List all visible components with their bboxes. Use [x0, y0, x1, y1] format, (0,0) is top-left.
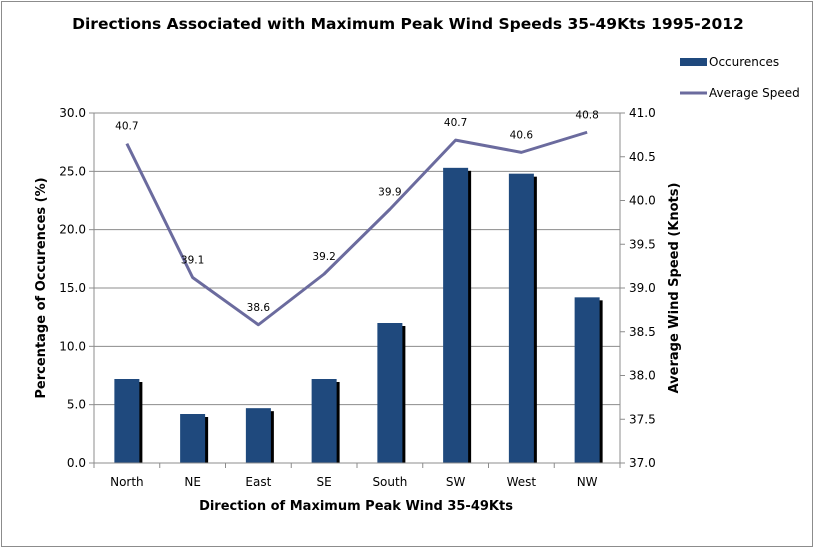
x-axis-title: Direction of Maximum Peak Wind 35-49Kts: [199, 499, 513, 514]
average-speed-line: [125, 130, 588, 327]
y2-tick-label: 40.5: [629, 150, 656, 164]
data-label: 39.9: [378, 186, 401, 198]
y2-tick-label: 39.5: [629, 237, 656, 251]
bar-se: [311, 379, 337, 463]
bar-series: [114, 167, 603, 464]
y2-axis-title: Average Wind Speed (Knots): [667, 183, 682, 394]
legend-label-average-speed: Average Speed: [709, 86, 800, 100]
y-tick-label: 20.0: [59, 223, 86, 237]
y2-tick-label: 37.5: [629, 412, 656, 426]
data-label: 40.6: [510, 129, 534, 141]
chart-title: Directions Associated with Maximum Peak …: [72, 15, 744, 33]
x-tick-label: South: [372, 475, 407, 489]
y2-tick-label: 39.0: [629, 281, 656, 295]
tick-labels: 0.0 5.0 10.0 15.0 20.0 25.0 30.0 37.0 37.5 38.0 38…: [59, 106, 655, 489]
bar-north: [114, 379, 140, 463]
gridlines: [94, 112, 620, 406]
y-tick-label: 25.0: [59, 164, 86, 178]
data-label: 40.8: [575, 109, 598, 121]
bar-west: [508, 173, 534, 463]
x-tick-label: East: [245, 475, 271, 489]
y2-tick-label: 38.5: [629, 325, 656, 339]
x-tick-label: West: [507, 475, 537, 489]
bar-nw: [574, 297, 600, 463]
y-tick-label: 15.0: [59, 281, 86, 295]
x-tick-label: SW: [446, 475, 466, 489]
data-labels: 40.7 39.1 38.6 39.2 39.9 40.7 40.6 40.8: [115, 109, 599, 314]
y2-tick-label: 41.0: [629, 106, 656, 120]
legend-label-occurences: Occurences: [709, 55, 779, 69]
y2-tick-label: 37.0: [629, 456, 656, 470]
data-label: 40.7: [115, 121, 138, 133]
y2-tick-label: 40.0: [629, 194, 656, 208]
data-label: 38.6: [247, 302, 271, 314]
y-tick-label: 10.0: [59, 339, 86, 353]
y-tick-label: 0.0: [67, 456, 86, 470]
x-tick-label: SE: [317, 475, 332, 489]
bar-east: [245, 408, 271, 463]
legend: Occurences Average Speed: [680, 55, 800, 100]
axes: [89, 112, 625, 468]
line-series: [125, 130, 588, 327]
y-tick-label: 30.0: [59, 106, 86, 120]
data-label: 39.2: [312, 251, 335, 263]
x-tick-label: NW: [577, 475, 598, 489]
x-tick-label: NE: [184, 475, 201, 489]
data-label: 40.7: [444, 117, 467, 129]
y2-tick-label: 38.0: [629, 369, 656, 383]
bar-ne: [180, 414, 206, 463]
y-tick-label: 5.0: [67, 398, 86, 412]
bar-south: [377, 323, 403, 463]
data-label: 39.1: [181, 255, 204, 267]
y-axis-title: Percentage of Occurences (%): [34, 177, 49, 398]
legend-swatch-occurences: [680, 58, 707, 66]
bar-sw: [443, 167, 469, 464]
x-tick-label: North: [110, 475, 144, 489]
